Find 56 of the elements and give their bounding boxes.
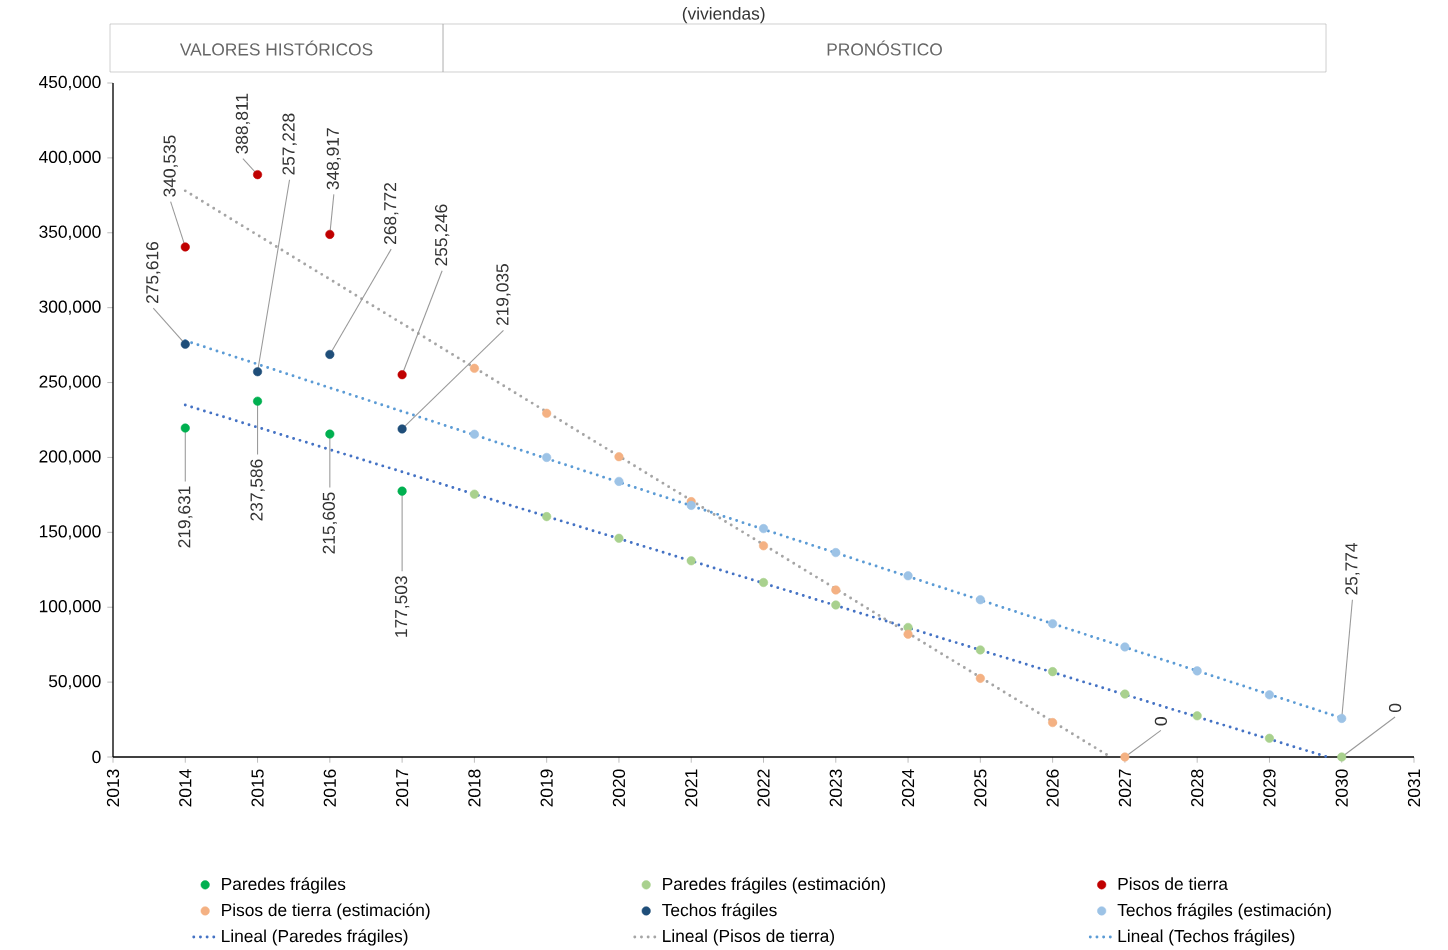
legend-label: Lineal (Paredes frágiles) [222, 929, 408, 946]
x-tick-label: 2024 [901, 769, 915, 807]
x-tick-label: 2027 [1118, 769, 1132, 807]
x-tick-label: 2014 [179, 769, 192, 807]
x-tick-label: 2026 [1046, 769, 1059, 807]
legend-label: Techos frágiles (estimación) [1117, 903, 1331, 920]
data-label: 340,535 [163, 135, 178, 197]
x-tick-label: 2015 [251, 769, 264, 807]
legend-label: Paredes frágiles (estimación) [663, 877, 886, 894]
data-label: 268,772 [384, 183, 399, 244]
x-tick-label: 2017 [395, 769, 409, 807]
data-label: 219,631 [178, 486, 193, 548]
y-tick-label: 450,000 [39, 75, 101, 91]
y-tick-label: 400,000 [39, 150, 101, 166]
data-label: 215,605 [322, 492, 337, 554]
x-tick-label: 2025 [974, 769, 987, 807]
chart-title: (viviendas) [682, 7, 765, 24]
data-label: 348,917 [326, 128, 341, 190]
y-tick-label: 100,000 [39, 600, 101, 615]
legend-label: Lineal (Pisos de tierra) [663, 929, 835, 946]
data-label: 388,811 [235, 93, 251, 154]
y-tick-label: 350,000 [39, 225, 101, 240]
x-tick-label: 2022 [757, 769, 770, 807]
data-label: 0 [1388, 703, 1402, 713]
legend-label: Lineal (Techos frágiles) [1118, 929, 1295, 946]
x-tick-label: 2031 [1407, 769, 1421, 807]
data-label: 219,035 [496, 264, 511, 326]
x-tick-label: 2016 [323, 769, 336, 807]
x-tick-label: 2013 [106, 769, 120, 807]
x-tick-label: 2028 [1191, 769, 1204, 807]
x-tick-label: 2021 [685, 769, 698, 807]
legend-label: Paredes frágiles [222, 877, 346, 894]
y-tick-label: 300,000 [39, 300, 101, 315]
data-label: 275,616 [146, 242, 161, 304]
data-label: 177,503 [394, 576, 410, 637]
legend-label: Pisos de tierra (estimación) [222, 903, 430, 920]
x-tick-label: 2023 [829, 769, 842, 807]
x-tick-label: 2019 [540, 769, 553, 807]
y-tick-label: 150,000 [39, 525, 101, 540]
x-tick-label: 2029 [1263, 769, 1276, 807]
data-label: 257,228 [282, 113, 297, 175]
x-tick-label: 2018 [468, 769, 481, 807]
data-label: 255,246 [434, 204, 450, 266]
y-tick-label: 0 [92, 750, 101, 764]
legend-label: Techos frágiles [662, 903, 777, 920]
text: VALORES HISTÓRICOS [179, 40, 373, 56]
y-tick-label: 250,000 [39, 375, 101, 390]
legend-label: Pisos de tierra [1118, 877, 1228, 891]
data-label: 25,774 [1345, 542, 1360, 595]
y-tick-label: 50,000 [48, 674, 101, 690]
x-tick-label: 2030 [1335, 769, 1348, 807]
text: PRONÓSTICO [827, 40, 942, 56]
y-tick-label: 200,000 [39, 450, 101, 465]
data-label: 0 [1154, 717, 1168, 726]
x-tick-label: 2020 [612, 769, 626, 807]
data-label: 237,586 [250, 459, 265, 521]
